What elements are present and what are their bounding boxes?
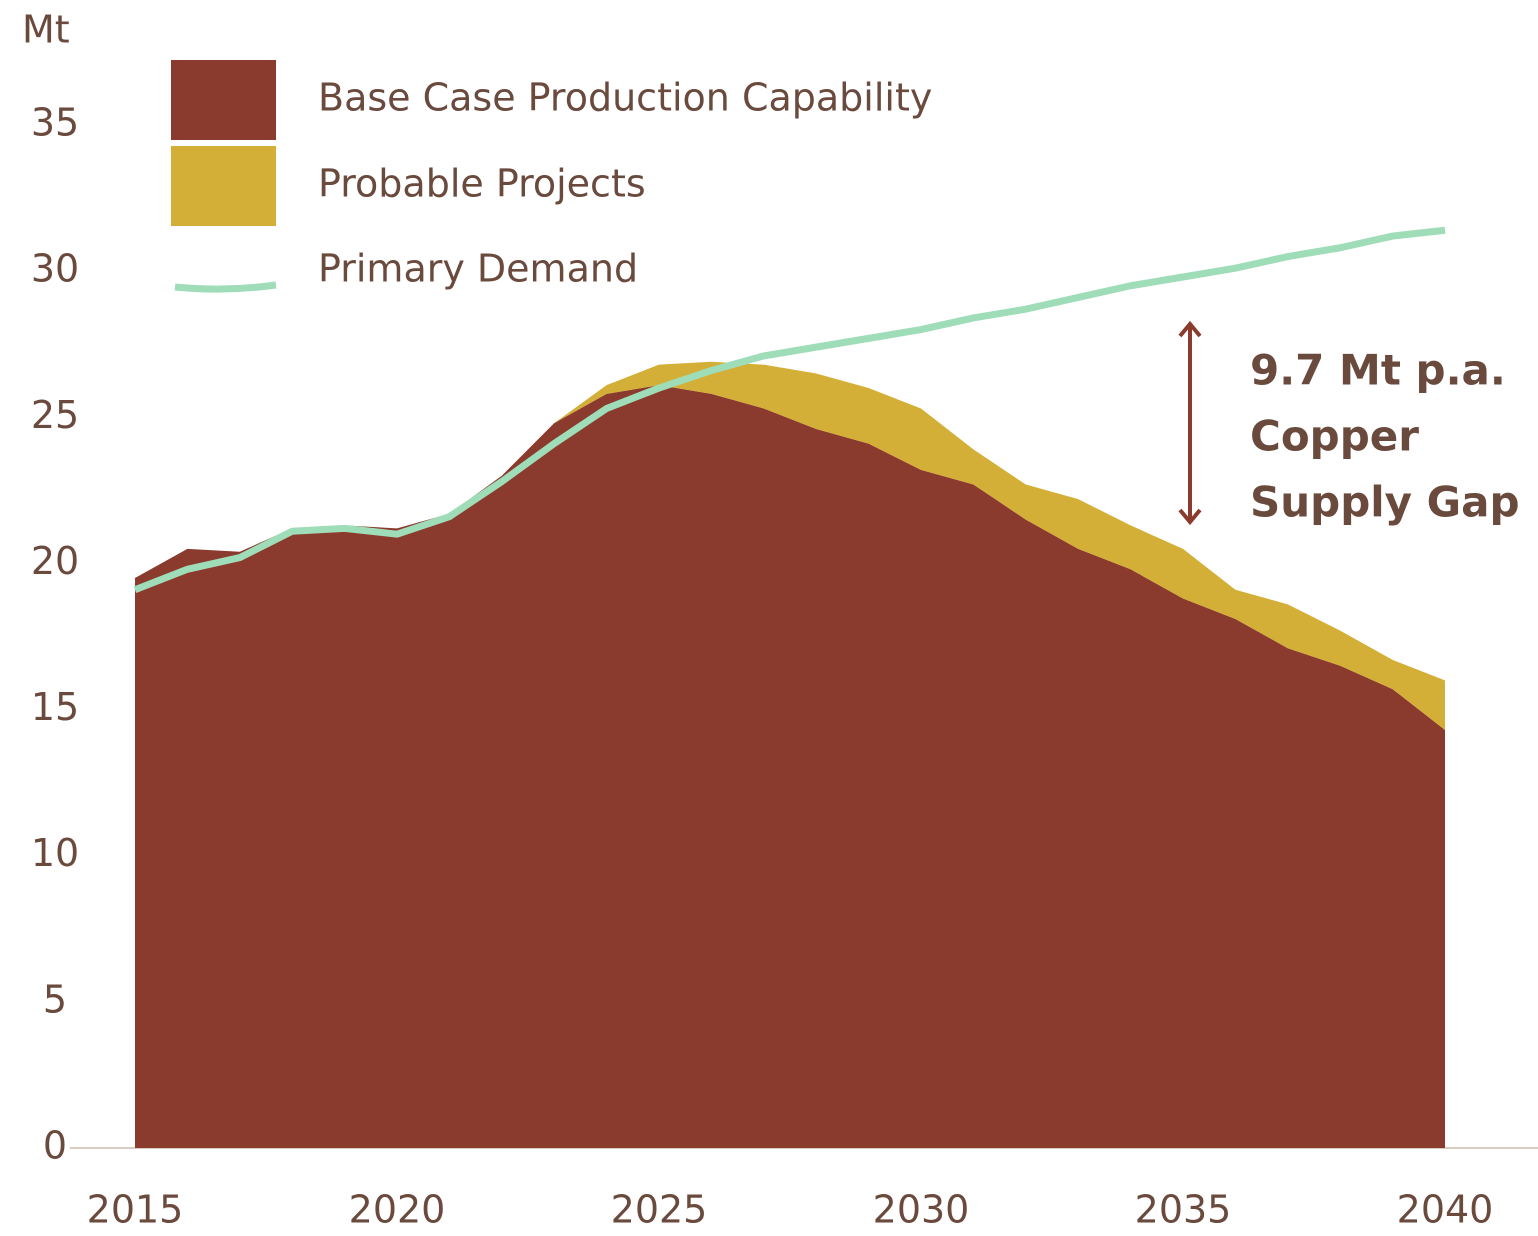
area [135, 385, 1445, 1148]
y-tick-label: 0 [43, 1124, 67, 1168]
x-tick-label: 2015 [87, 1188, 184, 1232]
y-tick-label: 10 [31, 831, 79, 875]
y-tick-label: 25 [31, 393, 79, 437]
y-tick-label: 15 [31, 685, 79, 729]
legend-swatch [174, 281, 277, 293]
annotation: Supply Gap [1250, 478, 1520, 527]
annotation: Copper [1250, 412, 1419, 461]
legend-label: Primary Demand [318, 247, 638, 291]
y-axis-label: Mt [22, 8, 70, 52]
x-tick-label: 2030 [873, 1188, 970, 1232]
y-tick-label: 35 [31, 101, 79, 145]
x-tick-label: 2020 [349, 1188, 446, 1232]
annotation: 9.7 Mt p.a. [1250, 346, 1506, 395]
y-tick-label: 20 [31, 539, 79, 583]
gap-arrow [1178, 320, 1202, 526]
line [133, 226, 1446, 593]
legend-swatch [171, 60, 276, 140]
x-tick-label: 2025 [611, 1188, 708, 1232]
legend-label: Base Case Production Capability [318, 76, 932, 120]
y-tick-label: 30 [31, 247, 79, 291]
x-tick-label: 2035 [1135, 1188, 1232, 1232]
x-tick-label: 2040 [1397, 1188, 1494, 1232]
legend-swatch [171, 146, 276, 226]
legend-label: Probable Projects [318, 162, 646, 206]
y-tick-label: 5 [43, 977, 67, 1021]
